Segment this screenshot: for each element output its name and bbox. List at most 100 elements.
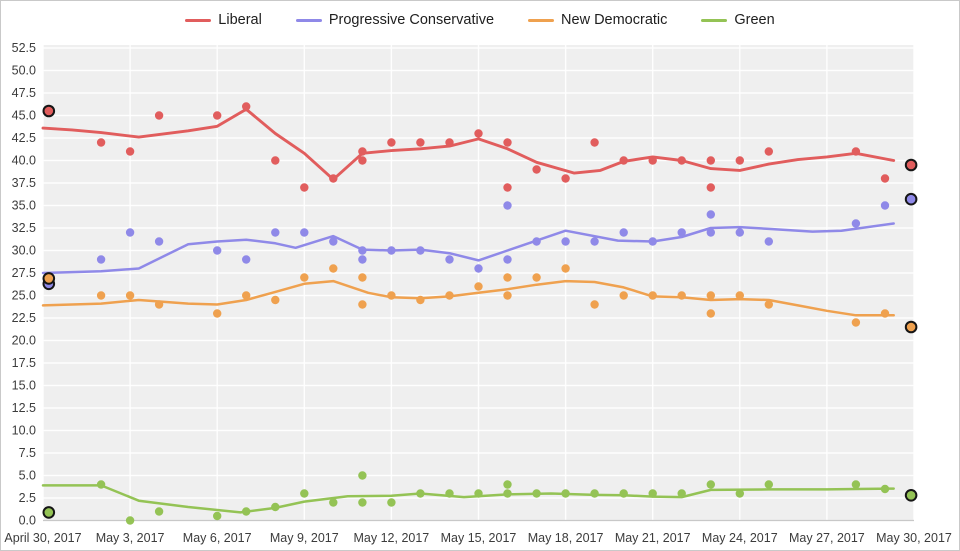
legend-line-swatch-progressive-conservative bbox=[295, 18, 322, 22]
legend-item-green[interactable]: Green bbox=[701, 12, 775, 28]
y-tick-label: 10.0 bbox=[12, 424, 36, 438]
poll-dot-liberal bbox=[503, 138, 512, 147]
poll-dot-green bbox=[503, 489, 512, 498]
poll-dot-green bbox=[358, 471, 367, 480]
y-tick-label: 22.5 bbox=[12, 311, 36, 325]
legend-label-green: Green bbox=[734, 12, 775, 28]
poll-dot-liberal bbox=[764, 147, 773, 156]
poll-dot-liberal bbox=[154, 111, 164, 120]
poll-dot-progressive-conservative bbox=[619, 228, 628, 237]
legend-item-new-democratic[interactable]: New Democratic bbox=[528, 12, 667, 28]
poll-dot-new-democratic bbox=[706, 309, 715, 318]
legend-item-liberal[interactable]: Liberal bbox=[185, 12, 262, 28]
poll-dot-progressive-conservative bbox=[851, 219, 861, 228]
poll-dot-progressive-conservative bbox=[358, 246, 367, 255]
legend-line-swatch-green bbox=[701, 18, 728, 22]
poll-dot-progressive-conservative bbox=[242, 255, 251, 264]
poll-dot-green bbox=[648, 489, 657, 498]
poll-dot-liberal bbox=[300, 183, 309, 192]
poll-dot-green bbox=[300, 489, 309, 498]
poll-dot-green bbox=[242, 507, 251, 516]
poll-dot-new-democratic bbox=[503, 291, 512, 300]
poll-dot-new-democratic bbox=[677, 291, 686, 300]
poll-dot-liberal bbox=[706, 183, 715, 192]
poll-dot-liberal bbox=[416, 138, 425, 147]
poll-dot-green bbox=[677, 489, 686, 498]
y-tick-label: 20.0 bbox=[12, 334, 36, 348]
poll-dot-new-democratic bbox=[503, 273, 512, 282]
trend-line-liberal bbox=[41, 107, 896, 181]
poll-dot-new-democratic bbox=[154, 300, 164, 309]
x-tick-label: May 15, 2017 bbox=[441, 531, 517, 545]
poll-dot-green bbox=[532, 489, 541, 498]
poll-dot-green bbox=[561, 489, 570, 498]
poll-dot-progressive-conservative bbox=[503, 255, 512, 264]
y-tick-label: 35.0 bbox=[12, 199, 36, 213]
poll-dot-progressive-conservative bbox=[532, 237, 541, 246]
poll-dot-green bbox=[735, 489, 744, 498]
legend-line-swatch-liberal bbox=[185, 18, 212, 22]
poll-dot-progressive-conservative bbox=[445, 255, 454, 264]
poll-dot-green bbox=[154, 507, 164, 516]
poll-dot-progressive-conservative bbox=[474, 264, 483, 273]
poll-dot-green bbox=[619, 489, 628, 498]
x-tick-label: May 21, 2017 bbox=[615, 531, 691, 545]
x-tick-label: May 9, 2017 bbox=[270, 531, 339, 545]
poll-dot-new-democratic bbox=[619, 291, 628, 300]
y-tick-label: 50.0 bbox=[12, 64, 36, 78]
poll-dot-progressive-conservative bbox=[503, 201, 512, 210]
poll-dot-green bbox=[764, 480, 773, 489]
poll-dot-liberal bbox=[329, 174, 338, 183]
y-tick-label: 40.0 bbox=[12, 154, 36, 168]
election-result-marker-green-start bbox=[42, 506, 56, 519]
poll-dot-liberal bbox=[735, 156, 744, 165]
legend-item-progressive-conservative[interactable]: Progressive Conservative bbox=[295, 12, 494, 28]
y-tick-label: 2.5 bbox=[19, 491, 36, 505]
poll-dot-progressive-conservative bbox=[706, 228, 715, 237]
poll-dot-progressive-conservative bbox=[271, 228, 280, 237]
poll-dot-green bbox=[445, 489, 454, 498]
election-result-marker-new-democratic-start bbox=[42, 272, 56, 285]
poll-dot-liberal bbox=[387, 138, 396, 147]
poll-dot-liberal bbox=[648, 156, 657, 165]
x-tick-label: May 27, 2017 bbox=[789, 531, 865, 545]
poll-dot-new-democratic bbox=[416, 295, 425, 305]
poll-dot-progressive-conservative bbox=[880, 201, 890, 210]
poll-dot-progressive-conservative bbox=[358, 255, 367, 264]
poll-dot-new-democratic bbox=[561, 264, 570, 273]
poll-dot-liberal bbox=[96, 138, 106, 147]
y-tick-label: 47.5 bbox=[12, 86, 36, 100]
x-tick-label: May 18, 2017 bbox=[528, 531, 604, 545]
x-tick-label: May 3, 2017 bbox=[96, 531, 165, 545]
poll-dot-liberal bbox=[213, 111, 222, 120]
election-result-marker-green-end bbox=[904, 489, 918, 502]
poll-dot-green bbox=[96, 480, 106, 489]
poll-dot-progressive-conservative bbox=[329, 237, 338, 246]
poll-dot-green bbox=[387, 498, 396, 507]
poll-dot-green bbox=[358, 498, 367, 507]
poll-dot-liberal bbox=[125, 147, 135, 156]
poll-dot-new-democratic bbox=[532, 273, 541, 282]
poll-dot-green bbox=[329, 498, 338, 507]
poll-dot-green bbox=[590, 489, 599, 498]
poll-dot-new-democratic bbox=[300, 273, 309, 282]
poll-dot-new-democratic bbox=[474, 282, 483, 291]
y-tick-label: 45.0 bbox=[12, 109, 36, 123]
y-tick-label: 37.5 bbox=[12, 176, 36, 190]
poll-dot-new-democratic bbox=[445, 291, 454, 300]
poll-dot-new-democratic bbox=[242, 291, 251, 300]
poll-dot-green bbox=[213, 511, 222, 521]
poll-dot-new-democratic bbox=[96, 291, 106, 300]
poll-dot-liberal bbox=[619, 156, 628, 165]
x-tick-label: May 24, 2017 bbox=[702, 531, 778, 545]
poll-dot-liberal bbox=[503, 183, 512, 192]
poll-dot-green bbox=[503, 480, 512, 489]
poll-dot-progressive-conservative bbox=[735, 228, 744, 237]
poll-dot-liberal bbox=[851, 147, 861, 156]
poll-dot-progressive-conservative bbox=[764, 237, 773, 246]
chart-legend: Liberal Progressive Conservative New Democ… bbox=[1, 7, 959, 33]
trend-line-new-democratic bbox=[41, 279, 895, 317]
poll-dot-new-democratic bbox=[764, 300, 773, 309]
